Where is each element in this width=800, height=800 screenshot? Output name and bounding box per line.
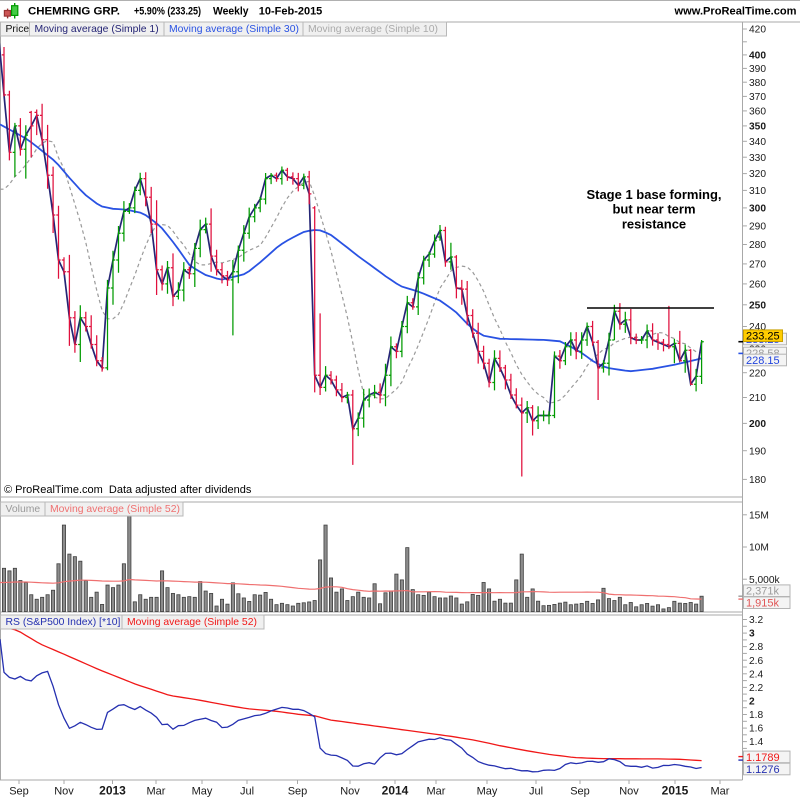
svg-text:Jul: Jul (529, 786, 543, 798)
svg-text:360: 360 (749, 107, 766, 118)
svg-text:+5.90% (233.25): +5.90% (233.25) (134, 5, 201, 17)
svg-text:290: 290 (749, 222, 766, 233)
svg-text:1.4: 1.4 (749, 737, 763, 748)
svg-text:350: 350 (749, 122, 766, 133)
svg-text:300: 300 (749, 204, 766, 215)
svg-text:Weekly: Weekly (213, 5, 249, 17)
svg-text:Nov: Nov (340, 786, 360, 798)
svg-text:Stage 1 base forming,: Stage 1 base forming, (586, 187, 721, 202)
svg-text:2.2: 2.2 (749, 683, 763, 694)
svg-text:Moving average (Simple 10): Moving average (Simple 10) (308, 24, 438, 35)
svg-text:400: 400 (749, 51, 766, 62)
svg-text:260: 260 (749, 280, 766, 291)
svg-text:© ProRealTime.com Data adjust: © ProRealTime.com Data adjusted after di… (4, 484, 252, 496)
svg-text:Mar: Mar (147, 786, 166, 798)
svg-text:2: 2 (749, 697, 755, 708)
svg-text:210: 210 (749, 393, 766, 404)
svg-text:228.15: 228.15 (746, 355, 780, 367)
svg-text:Nov: Nov (54, 786, 74, 798)
svg-text:1.8: 1.8 (749, 710, 763, 721)
svg-text:200: 200 (749, 419, 766, 430)
svg-text:190: 190 (749, 446, 766, 457)
svg-text:Moving average (Simple 1): Moving average (Simple 1) (35, 24, 159, 35)
svg-text:2.4: 2.4 (749, 669, 763, 680)
svg-text:270: 270 (749, 260, 766, 271)
svg-text:380: 380 (749, 78, 766, 89)
svg-text:but near term: but near term (612, 202, 695, 217)
svg-text:Moving average (Simple 52): Moving average (Simple 52) (50, 504, 180, 515)
svg-text:1,915k: 1,915k (746, 598, 780, 610)
svg-text:resistance: resistance (622, 216, 686, 231)
svg-text:2.6: 2.6 (749, 656, 763, 667)
svg-text:1.1276: 1.1276 (746, 764, 780, 776)
svg-text:15M: 15M (749, 510, 769, 521)
svg-text:2013: 2013 (99, 784, 126, 798)
svg-text:10M: 10M (749, 543, 769, 554)
svg-text:Price: Price (6, 24, 30, 35)
svg-text:Sep: Sep (570, 786, 590, 798)
svg-text:Moving average (Simple 30): Moving average (Simple 30) (169, 24, 299, 35)
svg-text:3.2: 3.2 (749, 615, 763, 626)
svg-text:Sep: Sep (9, 786, 29, 798)
svg-text:Nov: Nov (619, 786, 639, 798)
svg-text:233.25: 233.25 (746, 331, 780, 343)
svg-text:May: May (477, 786, 498, 798)
svg-text:Mar: Mar (427, 786, 446, 798)
svg-text:2.8: 2.8 (749, 642, 763, 653)
svg-text:RS (S&P500 Index) [*10]: RS (S&P500 Index) [*10] (6, 617, 121, 628)
svg-text:320: 320 (749, 169, 766, 180)
svg-text:CHEMRING GRP.: CHEMRING GRP. (28, 5, 120, 17)
svg-text:310: 310 (749, 186, 766, 197)
svg-text:180: 180 (749, 475, 766, 486)
svg-text:Volume: Volume (6, 504, 41, 515)
svg-text:280: 280 (749, 240, 766, 251)
svg-text:240: 240 (749, 322, 766, 333)
svg-text:2015: 2015 (662, 784, 689, 798)
svg-text:Moving average (Simple 52): Moving average (Simple 52) (127, 617, 257, 628)
svg-text:2,371k: 2,371k (746, 586, 780, 598)
svg-text:1.1789: 1.1789 (746, 752, 780, 764)
svg-text:330: 330 (749, 153, 766, 164)
svg-text:2014: 2014 (382, 784, 409, 798)
svg-text:3: 3 (749, 629, 755, 640)
svg-text:Sep: Sep (288, 786, 308, 798)
svg-text:220: 220 (749, 368, 766, 379)
svg-text:www.ProRealTime.com: www.ProRealTime.com (674, 5, 797, 17)
svg-text:390: 390 (749, 64, 766, 75)
svg-text:370: 370 (749, 92, 766, 103)
svg-text:May: May (192, 786, 213, 798)
svg-text:Jul: Jul (240, 786, 254, 798)
svg-text:1.6: 1.6 (749, 724, 763, 735)
svg-text:420: 420 (749, 25, 766, 36)
svg-text:250: 250 (749, 300, 766, 311)
svg-text:340: 340 (749, 137, 766, 148)
svg-text:5,000k: 5,000k (749, 575, 780, 586)
svg-text:10-Feb-2015: 10-Feb-2015 (259, 5, 323, 17)
svg-text:Mar: Mar (711, 786, 730, 798)
